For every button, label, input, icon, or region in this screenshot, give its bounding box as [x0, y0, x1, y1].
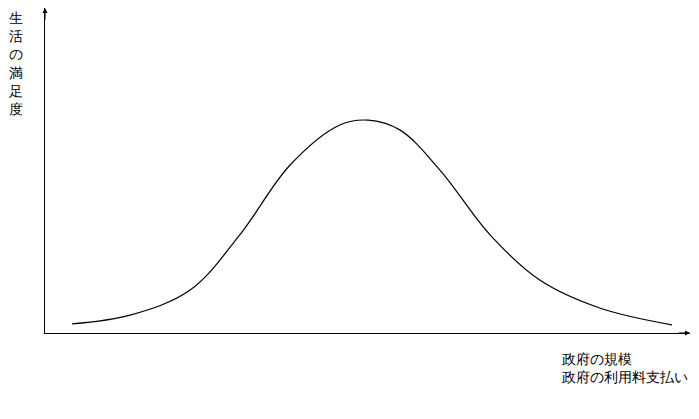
- svg-text:生活の満足度: 生活の満足度: [9, 10, 23, 117]
- svg-text:政府の規模政府の利用料支払い: 政府の規模政府の利用料支払い: [562, 351, 688, 385]
